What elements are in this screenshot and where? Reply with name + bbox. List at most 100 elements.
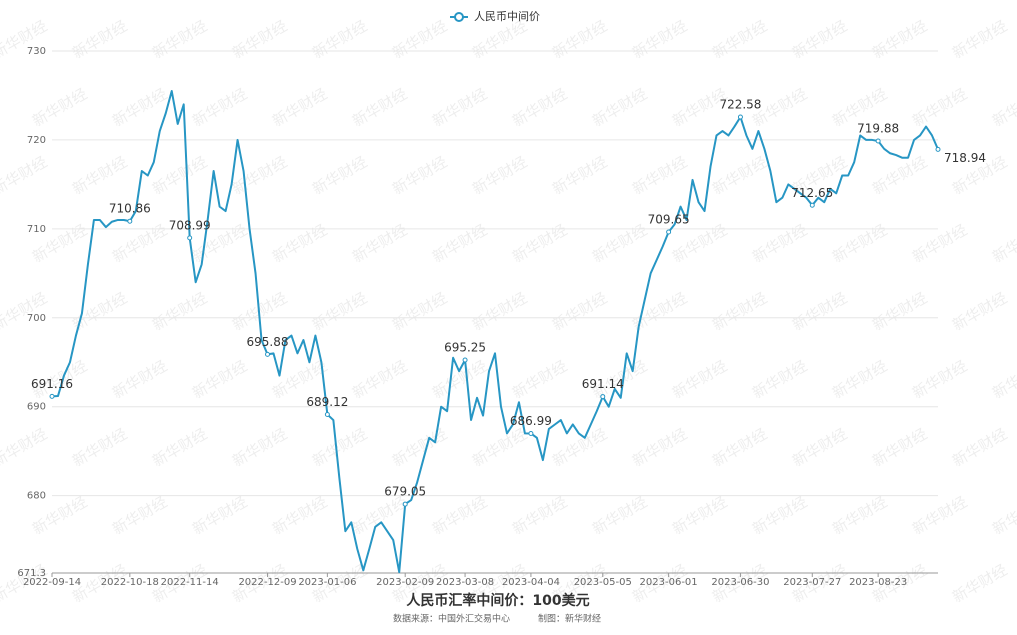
data-label: 691.16 <box>31 377 73 391</box>
watermark: 新华财经 <box>709 153 770 199</box>
watermark: 新华财经 <box>349 221 410 267</box>
watermark: 新华财经 <box>989 493 1017 539</box>
watermark: 新华财经 <box>189 85 250 131</box>
watermark: 新华财经 <box>349 357 410 403</box>
watermark: 新华财经 <box>749 493 810 539</box>
watermark: 新华财经 <box>469 153 530 199</box>
watermark: 新华财经 <box>0 425 50 471</box>
watermark: 新华财经 <box>509 357 570 403</box>
watermark: 新华财经 <box>549 17 610 63</box>
x-tick-label: 2023-01-06 <box>298 577 356 588</box>
watermark: 新华财经 <box>749 357 810 403</box>
watermark: 新华财经 <box>389 289 450 335</box>
watermark: 新华财经 <box>869 17 930 63</box>
data-label: 695.25 <box>444 341 486 355</box>
watermark: 新华财经 <box>309 425 370 471</box>
x-tick-label: 2023-06-30 <box>711 577 769 588</box>
x-tick-label: 2023-07-27 <box>783 577 841 588</box>
legend-label: 人民币中间价 <box>474 10 540 23</box>
watermark: 新华财经 <box>109 221 170 267</box>
watermark: 新华财经 <box>429 493 490 539</box>
watermark: 新华财经 <box>469 289 530 335</box>
x-tick-label: 2023-03-08 <box>436 577 494 588</box>
point-marker <box>324 412 330 418</box>
x-tick-label: 2022-11-14 <box>161 577 219 588</box>
data-label: 691.14 <box>582 377 624 391</box>
watermark: 新华财经 <box>789 425 850 471</box>
x-tick-label: 2023-08-23 <box>849 577 907 588</box>
watermark: 新华财经 <box>149 153 210 199</box>
watermark: 新华财经 <box>0 153 50 199</box>
y-tick-label: 671.3 <box>17 568 46 579</box>
watermark: 新华财经 <box>389 153 450 199</box>
watermark: 新华财经 <box>949 425 1010 471</box>
x-tick-label: 2023-05-05 <box>574 577 632 588</box>
watermark: 新华财经 <box>909 357 970 403</box>
data-label: 709.65 <box>648 212 690 226</box>
point-marker <box>462 357 468 363</box>
watermark: 新华财经 <box>309 289 370 335</box>
point-marker <box>187 235 193 241</box>
watermark: 新华财经 <box>629 153 690 199</box>
y-tick-label: 720 <box>27 135 46 146</box>
watermark: 新华财经 <box>309 17 370 63</box>
watermark: 新华财经 <box>349 85 410 131</box>
data-label: 679.05 <box>384 485 426 499</box>
point-marker <box>127 218 133 224</box>
watermark: 新华财经 <box>869 153 930 199</box>
data-label: 689.12 <box>306 395 348 409</box>
point-marker <box>666 229 672 235</box>
watermark: 新华财经 <box>229 153 290 199</box>
watermark: 新华财经 <box>789 289 850 335</box>
watermark: 新华财经 <box>669 493 730 539</box>
watermark: 新华财经 <box>989 85 1017 131</box>
watermark: 新华财经 <box>629 425 690 471</box>
point-marker <box>402 501 408 507</box>
credit: 制图：新华财经 <box>538 613 601 625</box>
watermark: 新华财经 <box>109 493 170 539</box>
watermark: 新华财经 <box>869 425 930 471</box>
watermark: 新华财经 <box>109 357 170 403</box>
watermark: 新华财经 <box>149 17 210 63</box>
watermark: 新华财经 <box>509 493 570 539</box>
x-tick-label: 2023-06-01 <box>640 577 698 588</box>
data-label: 686.99 <box>510 414 552 428</box>
series-line <box>51 90 939 574</box>
watermark: 新华财经 <box>0 289 50 335</box>
watermark: 新华财经 <box>189 493 250 539</box>
y-tick-label: 710 <box>27 224 46 235</box>
data-label: 695.88 <box>247 335 289 349</box>
watermark: 新华财经 <box>549 289 610 335</box>
point-marker <box>528 430 534 436</box>
watermark: 新华财经 <box>549 425 610 471</box>
watermark: 新华财经 <box>709 425 770 471</box>
watermark: 新华财经 <box>69 153 130 199</box>
data-label: 722.58 <box>719 97 761 111</box>
watermark: 新华财经 <box>669 357 730 403</box>
y-tick-label: 700 <box>27 313 46 324</box>
source: 数据来源：中国外汇交易中心 <box>393 613 510 625</box>
watermark: 新华财经 <box>29 85 90 131</box>
watermark: 新华财经 <box>509 221 570 267</box>
x-tick-label: 2022-12-09 <box>238 577 296 588</box>
watermark: 新华财经 <box>549 153 610 199</box>
watermark: 新华财经 <box>429 85 490 131</box>
watermark: 新华财经 <box>429 357 490 403</box>
watermark: 新华财经 <box>989 221 1017 267</box>
watermark: 新华财经 <box>429 221 490 267</box>
watermark: 新华财经 <box>669 221 730 267</box>
x-tick-label: 2023-02-09 <box>376 577 434 588</box>
watermarks: 新华财经 新华财经 新华财经 新华财经 新华财经 新华财经 新华财经 新华财经 新华财经 新华财经… <box>0 17 1017 607</box>
watermark: 新华财经 <box>829 357 890 403</box>
data-label: 712.65 <box>791 186 833 200</box>
watermark: 新华财经 <box>749 221 810 267</box>
x-tick-label: 2022-09-14 <box>23 577 81 588</box>
watermark: 新华财经 <box>269 221 330 267</box>
watermark: 新华财经 <box>909 493 970 539</box>
watermark: 新华财经 <box>269 493 330 539</box>
point-marker <box>737 114 743 120</box>
watermark: 新华财经 <box>989 357 1017 403</box>
watermark: 新华财经 <box>589 493 650 539</box>
